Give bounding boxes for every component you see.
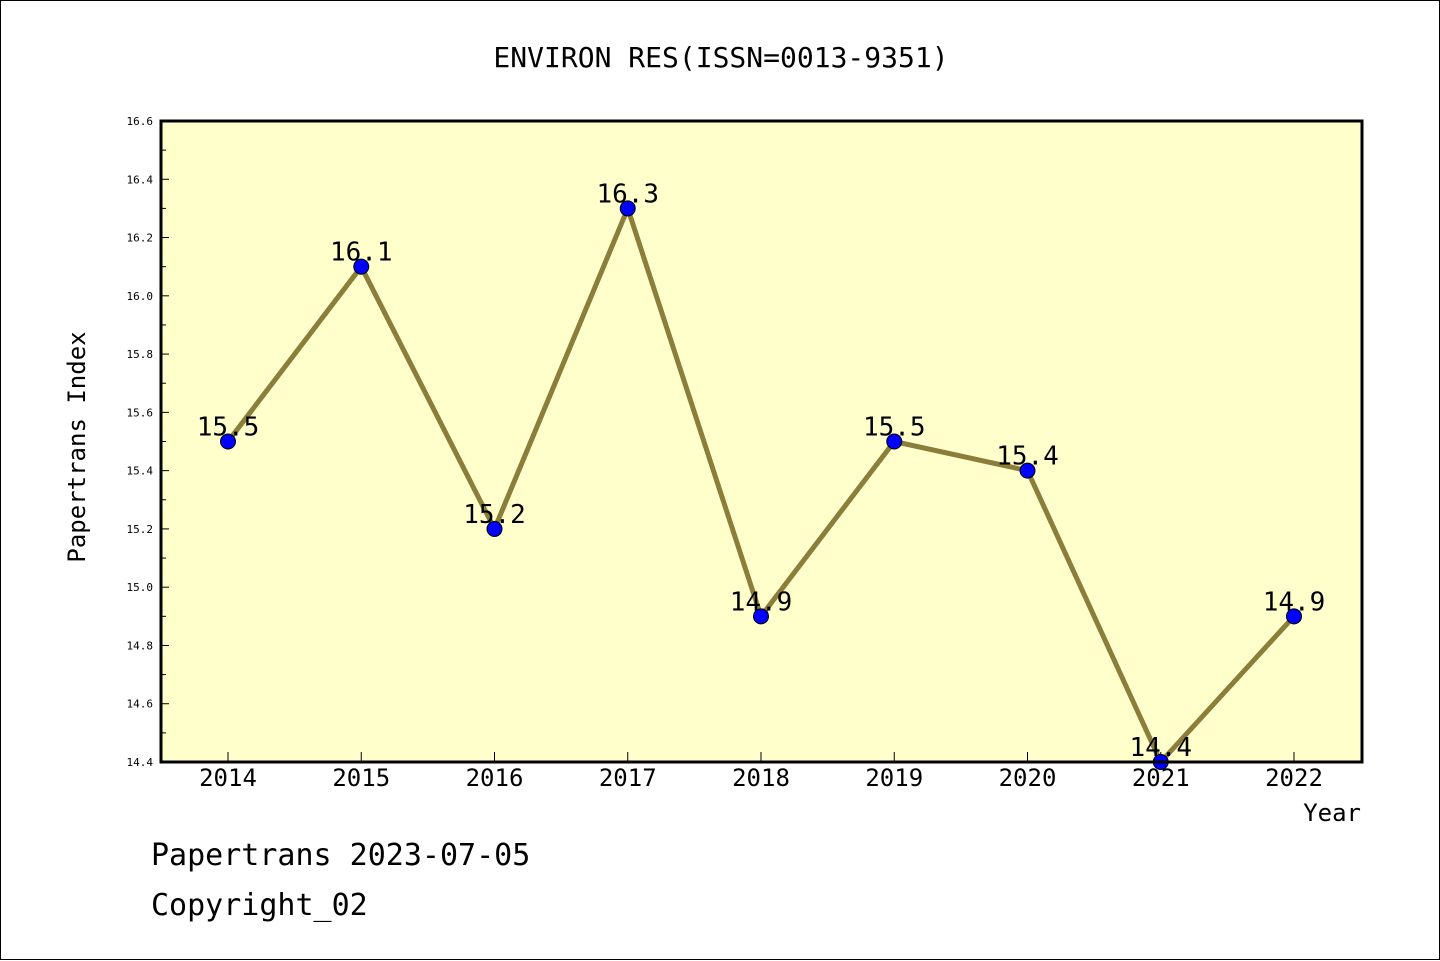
y-tick-label: 15.4: [127, 465, 154, 478]
y-axis-label: Papertrans Index: [63, 331, 91, 562]
x-tick-label: 2014: [199, 764, 257, 792]
footer-copyright-line: Copyright_02: [151, 888, 368, 923]
y-tick-label: 15.0: [127, 581, 154, 594]
y-tick-label: 15.8: [127, 348, 154, 361]
data-label: 15.4: [996, 442, 1059, 472]
y-tick-label: 14.6: [127, 698, 154, 711]
y-tick-label: 14.4: [127, 756, 154, 769]
y-tick-label: 15.6: [127, 406, 154, 419]
y-tick-label: 16.6: [127, 115, 154, 128]
data-label: 15.5: [197, 413, 260, 443]
x-tick-label: 2016: [466, 764, 524, 792]
x-tick-label: 2020: [999, 764, 1057, 792]
y-tick-label: 14.8: [127, 639, 154, 652]
y-tick-label: 16.4: [127, 173, 154, 186]
y-tick-label: 15.2: [127, 523, 154, 536]
chart-title: ENVIRON RES(ISSN=0013-9351): [493, 41, 948, 74]
data-label: 15.5: [863, 413, 926, 443]
footer-date-line: Papertrans 2023-07-05: [151, 838, 530, 873]
data-label: 16.1: [330, 238, 393, 268]
data-label: 14.9: [730, 587, 793, 617]
data-label: 16.3: [596, 179, 659, 209]
x-axis-label: Year: [1303, 799, 1361, 827]
y-tick-label: 16.0: [127, 290, 154, 303]
x-tick-label: 2019: [865, 764, 923, 792]
x-tick-label: 2017: [599, 764, 657, 792]
y-tick-label: 16.2: [127, 232, 154, 245]
data-label: 14.9: [1263, 587, 1326, 617]
x-tick-label: 2022: [1265, 764, 1323, 792]
x-tick-label: 2015: [332, 764, 390, 792]
x-tick-label: 2018: [732, 764, 790, 792]
data-label: 14.4: [1129, 733, 1192, 763]
plot-area: [161, 121, 1362, 762]
data-label: 15.2: [463, 500, 526, 530]
